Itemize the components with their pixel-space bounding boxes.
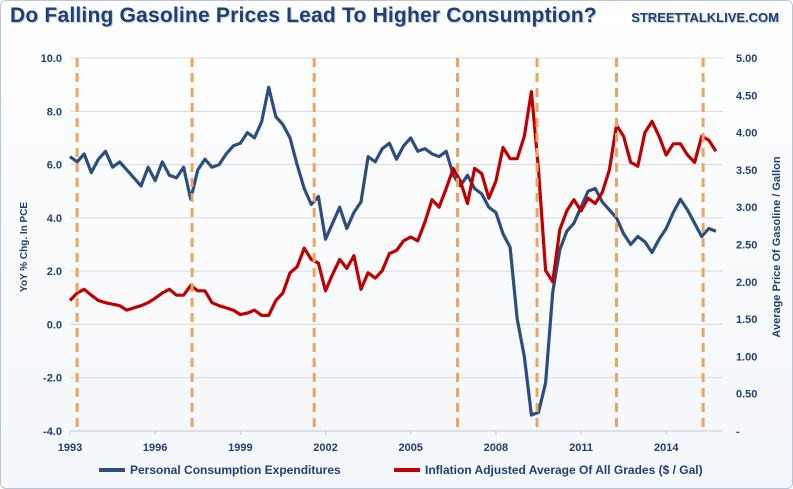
right-tick-label: -	[736, 426, 740, 438]
legend-label-gas: Inflation Adjusted Average Of All Grades…	[425, 463, 703, 477]
left-tick-label: 0.0	[47, 319, 62, 331]
gas-series-line	[68, 89, 718, 317]
left-tick-label: 10.0	[41, 53, 62, 65]
x-tick-label: 1993	[58, 442, 82, 454]
right-tick-label: 5.00	[736, 53, 757, 65]
x-tick-label: 2005	[398, 442, 422, 454]
right-tick-label: 1.50	[736, 314, 757, 326]
left-tick-label: -2.0	[43, 373, 62, 385]
right-tick-label: 2.00	[736, 277, 757, 289]
left-tick-label: 8.0	[47, 106, 62, 118]
x-tick-label: 1999	[228, 442, 252, 454]
right-tick-label: 2.50	[736, 240, 757, 252]
right-tick-label: 4.00	[736, 128, 757, 140]
right-y-axis: - 0.50 1.00 1.50 2.00 2.50 3.00 3.50 4.00 4.50 5.0…	[736, 53, 757, 438]
right-axis-label: Average Price Of Gasoline / Gallon	[771, 156, 783, 337]
right-tick-label: 3.50	[736, 165, 757, 177]
legend-label-pce: Personal Consumption Expenditures	[130, 463, 341, 477]
left-tick-label: 6.0	[47, 160, 62, 172]
x-tick-label: 2002	[313, 442, 337, 454]
brand-logo: STREETTALKLIVE.COM	[631, 10, 779, 25]
left-tick-label: 2.0	[47, 266, 62, 278]
right-tick-label: 4.50	[736, 90, 757, 102]
left-y-axis: -4.0 -2.0 0.0 2.0 4.0 6.0 8.0 10.0	[41, 53, 62, 438]
vertical-markers	[75, 58, 705, 431]
x-axis: 1993 1996 1999 2002 2005 2008 2011 2014	[58, 430, 723, 454]
chart-title: Do Falling Gasoline Prices Lead To Highe…	[10, 4, 597, 27]
right-tick-label: 0.50	[736, 389, 757, 401]
x-tick-label: 2011	[569, 442, 593, 454]
pce-series-line	[69, 85, 717, 417]
right-tick-label: 3.00	[736, 202, 757, 214]
left-axis-label: YoY % Chg. In PCE	[19, 202, 30, 293]
right-tick-label: 1.00	[736, 351, 757, 363]
x-tick-label: 1996	[143, 442, 167, 454]
legend: Personal Consumption Expenditures Inflat…	[99, 463, 703, 477]
series-lines	[68, 85, 718, 417]
left-tick-label: -4.0	[43, 426, 62, 438]
x-tick-label: 2008	[484, 442, 508, 454]
left-tick-label: 4.0	[47, 213, 62, 225]
grid-lines	[70, 57, 723, 432]
x-tick-label: 2014	[654, 442, 679, 454]
